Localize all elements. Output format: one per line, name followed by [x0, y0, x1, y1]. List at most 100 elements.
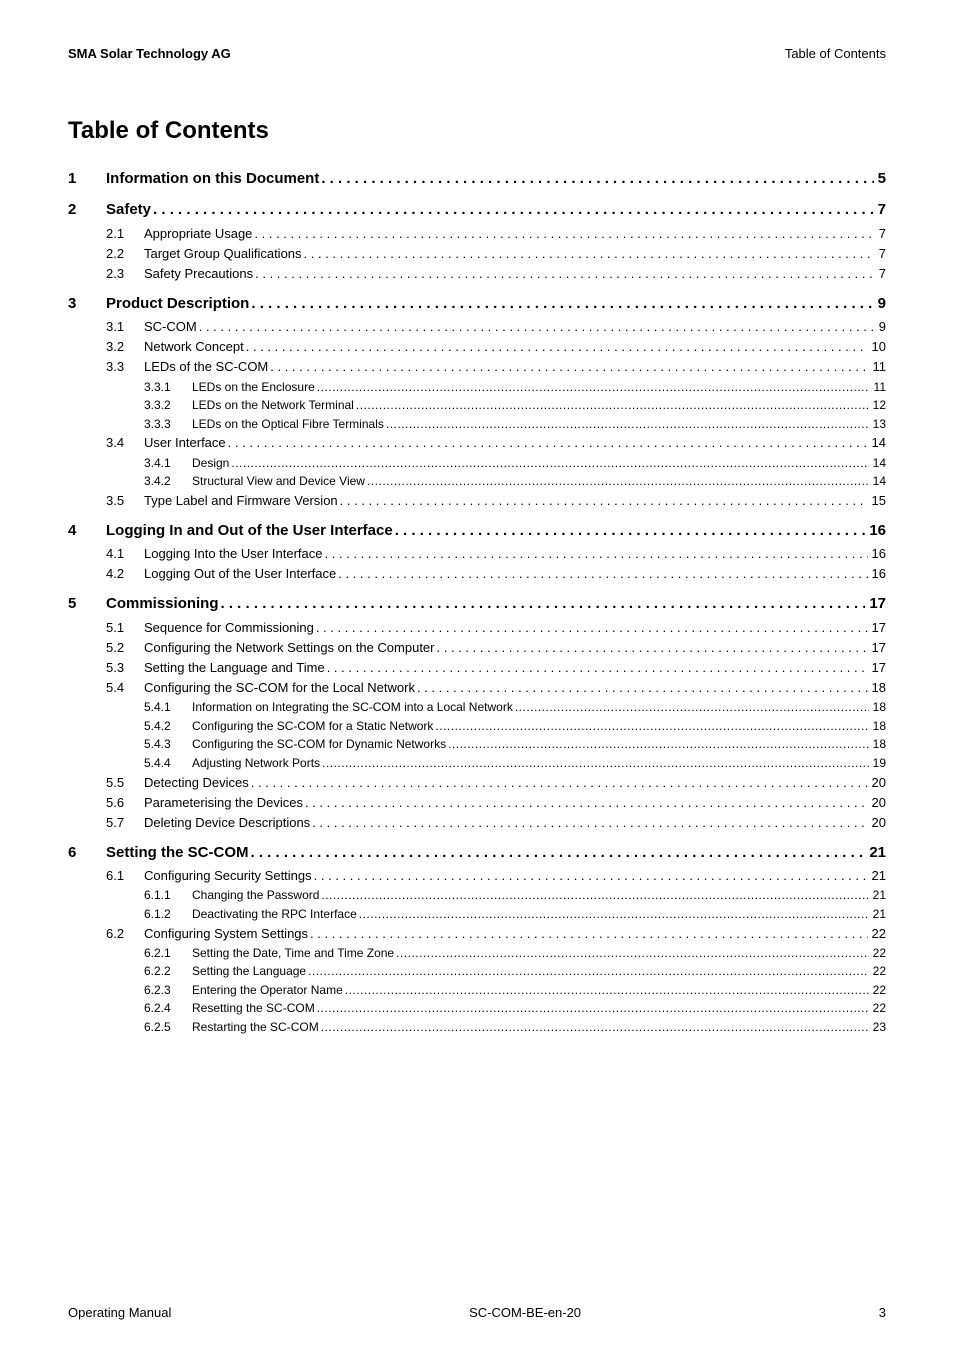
- toc-leader-dots: [417, 678, 868, 698]
- toc-page: 23: [871, 1018, 886, 1037]
- toc-page: 14: [870, 433, 886, 453]
- toc-chapter-number: 6: [68, 841, 106, 864]
- toc-page: 14: [871, 454, 886, 473]
- toc-subsection-label: Adjusting Network Ports: [192, 754, 320, 773]
- header-company: SMA Solar Technology AG: [68, 46, 231, 61]
- toc-title: Table of Contents: [68, 117, 886, 145]
- toc-page: 11: [871, 357, 887, 377]
- toc-page: 17: [870, 658, 886, 678]
- toc-page: 16: [870, 564, 886, 584]
- toc-section-label: Parameterising the Devices: [144, 793, 303, 813]
- toc-leader-dots: [356, 396, 869, 415]
- toc-section-number: 3.2: [106, 337, 144, 357]
- toc-section-label: Setting the Language and Time: [144, 658, 325, 678]
- toc-page: 22: [871, 962, 886, 981]
- footer-page-number: 3: [879, 1305, 886, 1320]
- toc-subsection-label: Structural View and Device View: [192, 472, 365, 491]
- toc-entry: 4.1Logging Into the User Interface 16: [68, 544, 886, 564]
- toc-page: 22: [871, 999, 886, 1018]
- toc-leader-dots: [246, 337, 868, 357]
- toc-section-number: 2.1: [106, 224, 144, 244]
- table-of-contents: 1Information on this Document52Safety72.…: [68, 167, 886, 1037]
- toc-entry: 3.3.1LEDs on the Enclosure11: [68, 378, 886, 397]
- toc-entry: 4Logging In and Out of the User Interfac…: [68, 519, 886, 542]
- toc-chapter-number: 2: [68, 198, 106, 221]
- toc-leader-dots: [308, 962, 869, 981]
- toc-page: 21: [871, 905, 886, 924]
- toc-page: 13: [871, 415, 886, 434]
- toc-subsection-number: 6.2.3: [144, 981, 192, 1000]
- toc-entry: 5.4.1Information on Integrating the SC-C…: [68, 698, 886, 717]
- toc-entry: 2.3Safety Precautions 7: [68, 264, 886, 284]
- toc-section-label: Configuring the SC-COM for the Local Net…: [144, 678, 415, 698]
- toc-page: 5: [876, 167, 886, 190]
- toc-leader-dots: [396, 944, 869, 963]
- toc-page: 20: [870, 813, 886, 833]
- toc-leader-dots: [314, 866, 868, 886]
- toc-section-label: Configuring System Settings: [144, 924, 308, 944]
- toc-subsection-number: 3.3.1: [144, 378, 192, 397]
- toc-subsection-label: LEDs on the Optical Fibre Terminals: [192, 415, 384, 434]
- toc-leader-dots: [435, 717, 868, 736]
- toc-entry: 6.2.1Setting the Date, Time and Time Zon…: [68, 944, 886, 963]
- toc-entry: 6.2.5Restarting the SC-COM 23: [68, 1018, 886, 1037]
- toc-page: 21: [867, 841, 886, 864]
- toc-subsection-number: 6.2.5: [144, 1018, 192, 1037]
- toc-entry: 5.4.4Adjusting Network Ports19: [68, 754, 886, 773]
- toc-section-label: Detecting Devices: [144, 773, 249, 793]
- toc-page: 14: [871, 472, 886, 491]
- toc-section-number: 3.3: [106, 357, 144, 377]
- toc-subsection-number: 5.4.1: [144, 698, 192, 717]
- toc-leader-dots: [338, 564, 867, 584]
- toc-section-number: 5.1: [106, 618, 144, 638]
- toc-section-label: LEDs of the SC-COM: [144, 357, 268, 377]
- toc-leader-dots: [345, 981, 869, 1000]
- toc-entry: 5.3Setting the Language and Time 17: [68, 658, 886, 678]
- toc-subsection-number: 3.4.2: [144, 472, 192, 491]
- toc-chapter-label: Information on this Document: [106, 167, 319, 190]
- toc-page: 16: [867, 519, 886, 542]
- toc-section-label: Type Label and Firmware Version: [144, 491, 338, 511]
- toc-section-number: 3.4: [106, 433, 144, 453]
- toc-page: 7: [877, 244, 886, 264]
- page-footer: Operating Manual SC-COM-BE-en-20 3: [68, 1305, 886, 1320]
- toc-page: 22: [870, 924, 886, 944]
- toc-leader-dots: [251, 773, 868, 793]
- toc-subsection-number: 5.4.3: [144, 735, 192, 754]
- toc-leader-dots: [221, 592, 866, 615]
- toc-leader-dots: [255, 264, 875, 284]
- toc-page: 22: [871, 944, 886, 963]
- toc-page: 7: [877, 224, 886, 244]
- toc-leader-dots: [254, 224, 874, 244]
- toc-leader-dots: [199, 317, 875, 337]
- toc-entry: 5.6Parameterising the Devices 20: [68, 793, 886, 813]
- toc-leader-dots: [321, 886, 868, 905]
- toc-entry: 6.2Configuring System Settings 22: [68, 924, 886, 944]
- toc-subsection-number: 5.4.2: [144, 717, 192, 736]
- toc-subsection-label: Entering the Operator Name: [192, 981, 343, 1000]
- toc-entry: 3.3LEDs of the SC-COM 11: [68, 357, 886, 377]
- toc-page: 12: [871, 396, 886, 415]
- toc-page: 18: [871, 735, 886, 754]
- footer-left: Operating Manual: [68, 1305, 171, 1320]
- toc-entry: 4.2Logging Out of the User Interface 16: [68, 564, 886, 584]
- toc-subsection-label: Deactivating the RPC Interface: [192, 905, 357, 924]
- toc-section-label: Configuring Security Settings: [144, 866, 312, 886]
- toc-subsection-label: Resetting the SC-COM: [192, 999, 315, 1018]
- toc-section-label: Configuring the Network Settings on the …: [144, 638, 435, 658]
- toc-subsection-number: 6.2.1: [144, 944, 192, 963]
- toc-page: 9: [877, 317, 886, 337]
- toc-entry: 5Commissioning17: [68, 592, 886, 615]
- toc-subsection-label: Restarting the SC-COM: [192, 1018, 319, 1037]
- toc-entry: 5.4Configuring the SC-COM for the Local …: [68, 678, 886, 698]
- toc-chapter-label: Safety: [106, 198, 151, 221]
- toc-section-number: 5.5: [106, 773, 144, 793]
- toc-chapter-number: 5: [68, 592, 106, 615]
- toc-page: 19: [871, 754, 886, 773]
- toc-leader-dots: [270, 357, 868, 377]
- toc-leader-dots: [231, 454, 868, 473]
- toc-entry: 6.1Configuring Security Settings 21: [68, 866, 886, 886]
- toc-entry: 3.4User Interface 14: [68, 433, 886, 453]
- toc-section-label: SC-COM: [144, 317, 197, 337]
- toc-leader-dots: [321, 167, 873, 190]
